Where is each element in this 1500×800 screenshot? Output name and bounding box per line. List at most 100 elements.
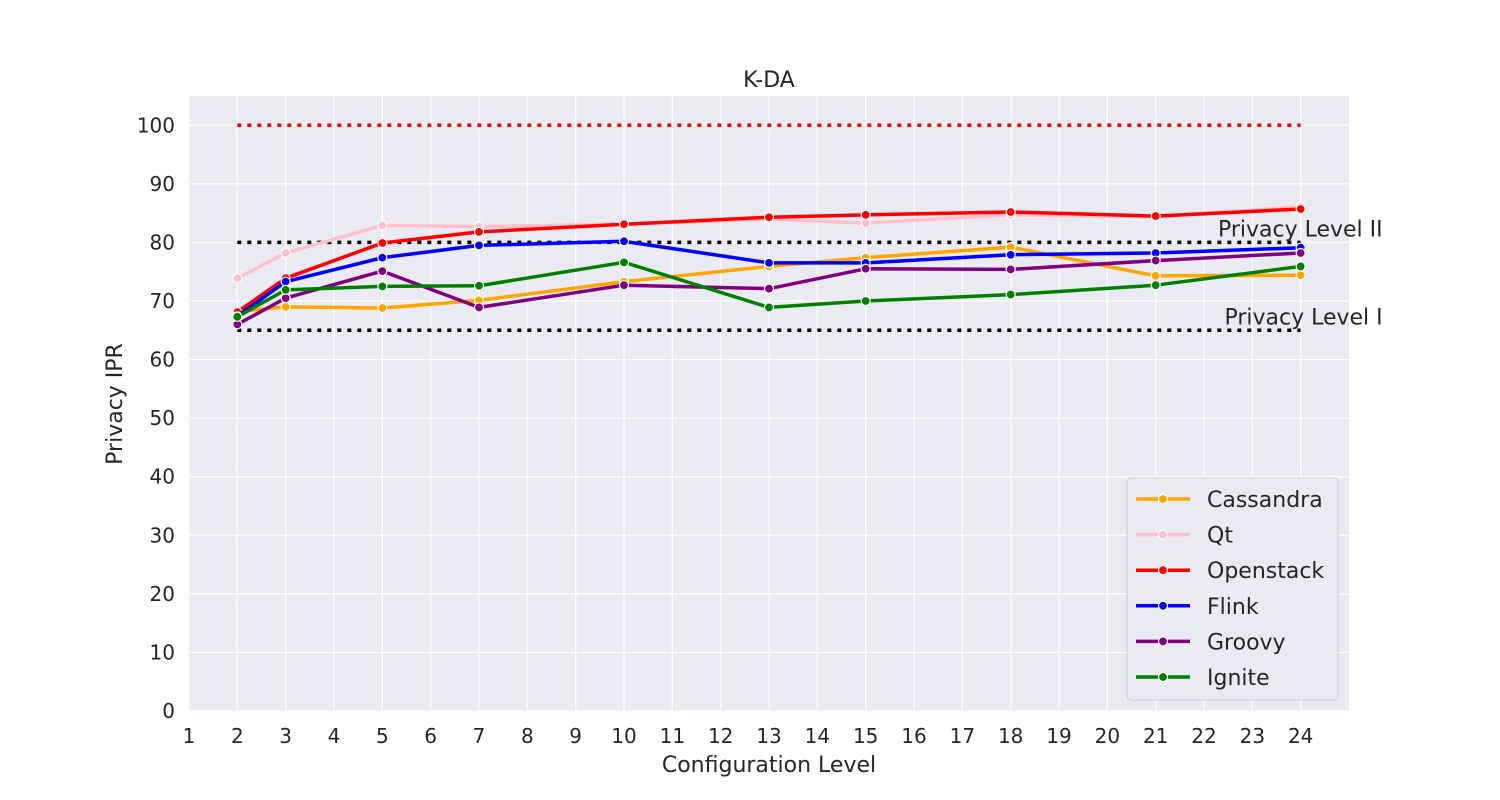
y-tick-label: 40 (150, 465, 175, 489)
x-tick-label: 1 (183, 724, 196, 748)
legend: Cassandra Qt Openstack Flink Groovy Ignite (1126, 477, 1339, 701)
x-tick-label: 3 (279, 724, 292, 748)
x-tick-label: 23 (1240, 724, 1265, 748)
data-point (473, 302, 485, 313)
x-tick-label: 11 (660, 724, 685, 748)
series-line (236, 239, 1301, 318)
data-point (1150, 270, 1161, 281)
data-point (377, 281, 388, 292)
y-tick-label: 30 (150, 523, 175, 547)
x-tick-label: 4 (328, 724, 341, 748)
x-tick-label: 10 (611, 724, 636, 748)
data-point (377, 266, 388, 277)
x-tick-label: 6 (424, 724, 437, 748)
data-point (860, 295, 871, 307)
data-point (860, 209, 871, 220)
y-tick-label: 100 (137, 113, 175, 137)
data-point (280, 247, 291, 259)
y-tick-label: 60 (150, 348, 175, 372)
data-point (1295, 203, 1306, 215)
x-tick-label: 7 (473, 724, 486, 748)
data-point (860, 263, 871, 274)
series-layer (232, 201, 1306, 330)
data-point (377, 237, 388, 249)
legend-item: Cassandra (1136, 488, 1323, 513)
reference-line-label: Privacy Level II (1218, 217, 1383, 242)
legend-label: Qt (1207, 524, 1233, 549)
data-point (280, 301, 291, 312)
x-tick-label: 14 (805, 724, 830, 748)
x-tick-label: 18 (998, 724, 1023, 748)
y-tick-label: 0 (162, 699, 175, 723)
x-tick-label: 24 (1288, 724, 1313, 748)
y-tick-label: 10 (150, 640, 175, 664)
y-tick-label: 70 (150, 289, 175, 313)
legend-item: Qt (1136, 524, 1233, 549)
data-point (232, 311, 243, 322)
legend-item: Openstack (1136, 559, 1324, 584)
y-axis-title: Privacy IPR (103, 343, 128, 465)
series-line (236, 207, 1301, 314)
data-point (1005, 264, 1016, 275)
y-tick-label: 20 (150, 582, 175, 606)
data-point (618, 280, 630, 291)
data-point (618, 236, 630, 247)
legend-swatch-marker (1157, 636, 1169, 647)
data-point (1150, 280, 1161, 291)
x-tick-label: 8 (521, 724, 534, 748)
data-point (763, 302, 775, 313)
x-tick-label: 2 (231, 724, 244, 748)
chart-title: K-DA (743, 68, 795, 93)
x-tick-label: 13 (756, 724, 781, 748)
x-tick-label: 15 (853, 724, 878, 748)
data-point (377, 220, 388, 231)
data-point (1150, 210, 1161, 222)
data-point (1150, 255, 1161, 266)
legend-swatch-marker (1157, 671, 1169, 683)
x-tick-label: 21 (1143, 724, 1168, 748)
legend-label: Flink (1207, 595, 1259, 620)
data-point (1295, 261, 1306, 272)
legend-item: Ignite (1136, 666, 1270, 691)
data-point (377, 252, 388, 263)
data-point (618, 219, 630, 230)
legend-item: Groovy (1136, 630, 1286, 655)
data-point (473, 280, 485, 291)
data-point (618, 257, 630, 268)
y-tick-label: 50 (150, 406, 175, 430)
x-tick-label: 17 (950, 724, 975, 748)
data-point (763, 283, 775, 294)
data-point (280, 284, 291, 295)
series-line (236, 251, 1301, 326)
series-openstack (232, 203, 1306, 318)
reference-lines: Privacy Level II Privacy Level I (237, 123, 1383, 333)
y-tick-labels: 0 10 20 30 40 50 60 70 80 90 100 (137, 113, 175, 723)
data-point (1295, 247, 1306, 259)
x-tick-label: 9 (569, 724, 582, 748)
y-tick-label: 80 (150, 230, 175, 254)
legend-swatch-marker (1157, 565, 1169, 576)
x-tick-labels: 1 2 3 4 5 6 7 8 9 10 11 12 13 14 15 16 17 18 19 20 21 22 23 24 (183, 724, 1314, 748)
data-point (1005, 206, 1016, 218)
legend-swatch-marker (1157, 600, 1169, 611)
x-tick-label: 22 (1191, 724, 1216, 748)
data-point (763, 212, 775, 223)
series-line (237, 245, 1301, 314)
series-line (236, 260, 1301, 319)
legend-swatch-marker (1157, 529, 1169, 540)
legend-label: Cassandra (1207, 488, 1323, 513)
x-axis-title: Configuration Level (662, 753, 876, 778)
data-point (232, 273, 243, 284)
series-groovy (232, 247, 1306, 330)
reference-line-label: Privacy Level I (1224, 305, 1382, 330)
series-ignite (232, 257, 1306, 322)
x-tick-label: 20 (1095, 724, 1120, 748)
data-point (1295, 270, 1306, 281)
data-point (1005, 249, 1016, 260)
data-point (473, 226, 485, 237)
x-tick-label: 19 (1046, 724, 1071, 748)
x-tick-label: 12 (708, 724, 733, 748)
legend-label: Openstack (1207, 559, 1324, 584)
x-tick-label: 5 (376, 724, 389, 748)
